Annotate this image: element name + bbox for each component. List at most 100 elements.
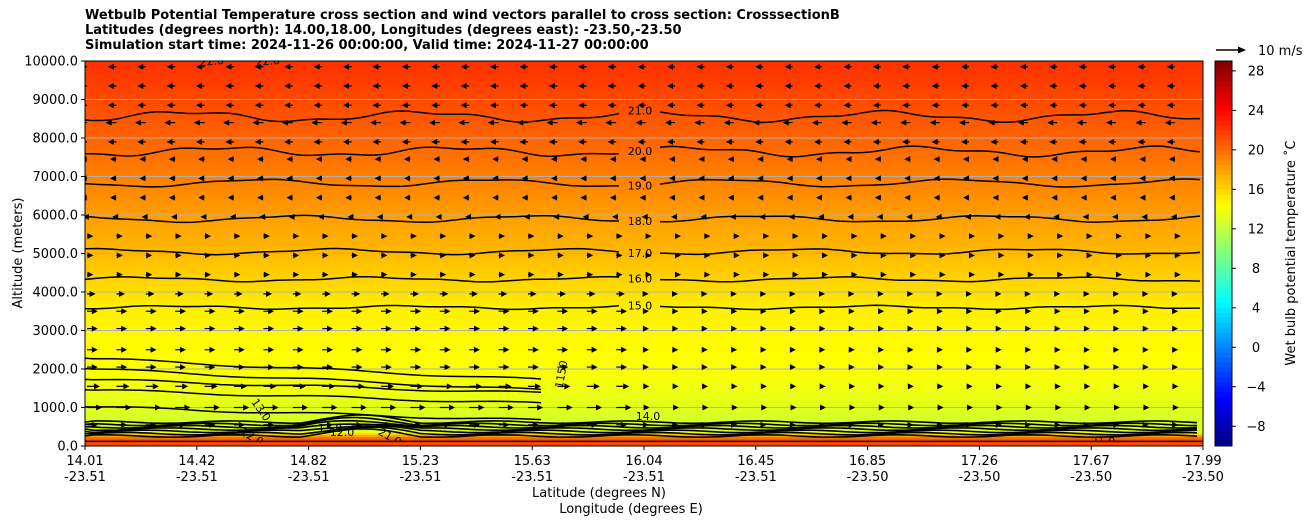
wind-vector <box>145 233 153 240</box>
wind-vector-head <box>696 102 703 109</box>
wind-vector-head <box>532 308 539 315</box>
wind-vector <box>198 175 205 182</box>
wind-vector-head <box>733 271 740 278</box>
colorbar-segment <box>1215 149 1232 156</box>
temperature-band <box>85 112 1203 116</box>
wind-vector-head <box>449 404 455 411</box>
wind-vector <box>204 346 216 353</box>
temperature-band <box>85 174 1203 178</box>
contour-line <box>659 109 1200 124</box>
wind-vector-head <box>1113 325 1120 332</box>
wind-vector-head <box>1025 383 1032 390</box>
wind-vector <box>851 233 858 240</box>
wind-vector <box>87 308 98 315</box>
wind-vector <box>498 325 510 332</box>
wind-vector-head <box>1139 194 1146 201</box>
wind-vector-head <box>116 271 123 278</box>
temperature-band <box>85 170 1203 174</box>
wind-vector <box>87 325 98 332</box>
wind-vector-head <box>589 290 596 297</box>
contour-label: 14.0 <box>636 410 661 423</box>
wind-vector-head <box>843 63 850 70</box>
wind-vector-head <box>645 252 652 259</box>
wind-vector <box>229 213 236 220</box>
wind-vector <box>931 138 940 145</box>
wind-vector-head <box>1057 271 1064 278</box>
temperature-band <box>85 155 1203 158</box>
wind-vector <box>145 271 153 278</box>
contour-label: 18.0 <box>628 215 653 228</box>
temperature-band <box>85 353 1203 357</box>
wind-vector-head <box>731 364 738 371</box>
wind-vector <box>110 156 117 163</box>
wind-vector <box>410 271 417 278</box>
wind-vector-head <box>254 83 261 90</box>
temperature-band <box>85 222 1203 226</box>
wind-vector <box>137 63 146 70</box>
wind-vector <box>254 63 264 70</box>
wind-vector-head <box>268 346 275 353</box>
wind-vector <box>1021 194 1028 201</box>
wind-vector <box>902 138 911 145</box>
wind-vector-head <box>1054 308 1061 315</box>
x-tick-label-lon: -23.51 <box>64 470 106 485</box>
wind-vector-head <box>1024 290 1031 297</box>
wind-vector-head <box>205 252 211 259</box>
wind-vector <box>404 156 411 163</box>
wind-vector-head <box>297 346 304 353</box>
wind-vector-head <box>444 308 451 315</box>
wind-vector <box>429 119 440 126</box>
wind-vector <box>351 383 365 390</box>
wind-vector-head <box>731 346 738 353</box>
temperature-band <box>85 253 1203 257</box>
wind-vector <box>907 346 914 353</box>
wind-vector <box>322 346 333 353</box>
wind-vector-head <box>1113 346 1120 353</box>
wind-vector-head <box>266 290 272 297</box>
wind-vector-head <box>474 308 480 315</box>
wind-vector-head <box>372 102 379 109</box>
wind-vector <box>234 404 250 411</box>
wind-vector-head <box>878 404 885 411</box>
wind-vector <box>672 346 679 353</box>
contour-line <box>85 378 542 394</box>
wind-vector <box>786 156 793 163</box>
wind-vector-head <box>85 213 89 220</box>
wind-vector <box>460 102 470 109</box>
wind-vector-head <box>410 252 417 259</box>
wind-vector <box>821 271 828 278</box>
wind-vector-head <box>642 308 649 315</box>
wind-vector-head <box>992 194 999 201</box>
wind-vector-head <box>137 83 144 90</box>
wind-vector-head <box>166 102 173 109</box>
wind-vector <box>880 233 887 240</box>
colorbar-segment <box>1215 347 1232 353</box>
wind-vector <box>548 102 558 109</box>
wind-vector-head <box>1168 175 1175 182</box>
wind-vector <box>381 271 388 278</box>
wind-vector <box>196 138 205 145</box>
colorbar-segment <box>1215 297 1232 304</box>
wind-vector-head <box>139 175 146 182</box>
wind-vector-head <box>669 194 676 201</box>
temperature-band <box>85 420 1203 424</box>
wind-vector <box>1145 233 1152 240</box>
wind-vector-head <box>933 156 940 163</box>
wind-vector <box>87 252 94 259</box>
wind-vector-head <box>1172 308 1179 315</box>
wind-vector <box>645 252 652 259</box>
wind-vector <box>528 325 539 332</box>
wind-vector-head <box>548 63 555 70</box>
colorbar-segment <box>1215 130 1232 136</box>
wind-vector-head <box>415 346 422 353</box>
wind-vector-head <box>782 119 789 126</box>
colorbar-segment <box>1215 209 1232 215</box>
wind-vector <box>847 213 854 220</box>
temperature-band <box>85 232 1203 235</box>
wind-vector <box>1113 346 1120 353</box>
wind-vector <box>1142 308 1149 315</box>
wind-vector <box>1019 63 1028 70</box>
wind-vector-head <box>819 308 826 315</box>
wind-vector <box>292 346 304 353</box>
wind-vector <box>528 308 539 315</box>
